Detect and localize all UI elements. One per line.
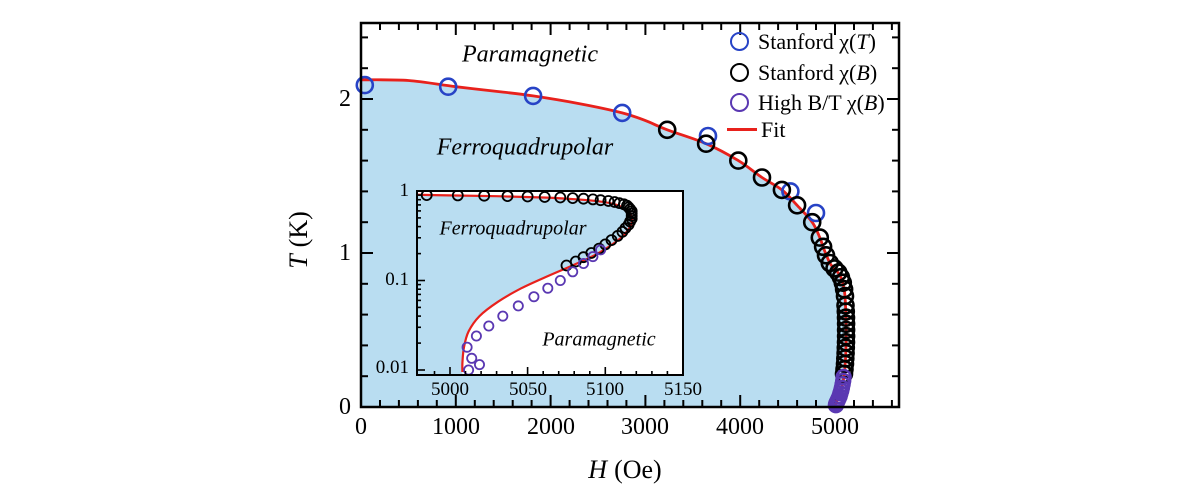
x-tick-label: 1000 xyxy=(432,414,480,440)
x-axis-unit: (Oe) xyxy=(614,455,662,484)
inset-y-tick-label: 0.1 xyxy=(385,269,409,290)
inset-x-tick-label: 5100 xyxy=(586,379,624,400)
legend-marker-circle xyxy=(730,93,749,112)
legend-label: Stanford χ(T) xyxy=(758,29,876,54)
inset-series-stanford-chi-B xyxy=(420,191,638,272)
inset-y-tick-label: 0.01 xyxy=(375,357,409,378)
inset-series-high-BT-chi-B xyxy=(461,244,607,375)
y-tick-label: 1 xyxy=(339,240,351,266)
inset-x-tick-label: 5150 xyxy=(664,379,702,400)
legend-label: Fit xyxy=(761,117,786,142)
y-axis-title: T (K) xyxy=(284,211,314,269)
y-axis-variable: T xyxy=(284,254,313,269)
x-axis-variable: H xyxy=(588,455,608,484)
x-tick-label: 4000 xyxy=(716,414,764,440)
legend-marker-circle xyxy=(730,32,749,51)
inset-y-tick-label: 1 xyxy=(399,180,410,201)
y-tick-label: 2 xyxy=(339,86,351,112)
y-tick-label: 0 xyxy=(339,394,351,420)
inset-ferroquadrupolar-label: Ferroquadrupolar xyxy=(439,217,587,240)
x-tick-label: 3000 xyxy=(621,414,669,440)
inset-x-tick-label: 5050 xyxy=(509,379,547,400)
series-stanford-chi-T xyxy=(355,75,826,223)
legend-label: Stanford χ(B) xyxy=(758,60,878,85)
x-tick-label: 2000 xyxy=(527,414,575,440)
paramagnetic-region-label: Paramagnetic xyxy=(462,41,598,68)
x-axis-title: H (Oe) xyxy=(588,455,661,485)
series-stanford-chi-B xyxy=(657,120,856,384)
inset-chart xyxy=(416,190,684,376)
x-tick-label: 5000 xyxy=(811,414,859,440)
inset-ferroquadrupolar-fill xyxy=(417,194,633,375)
ferroquadrupolar-region-label: Ferroquadrupolar xyxy=(436,134,614,161)
main-plot-frame xyxy=(359,21,901,409)
legend-marker-circle xyxy=(730,63,749,82)
inset-plot-frame xyxy=(416,190,684,376)
inset-x-tick-label: 5000 xyxy=(431,379,469,400)
inset-paramagnetic-label: Paramagnetic xyxy=(542,328,656,351)
legend-label: High B/T χ(B) xyxy=(758,90,885,115)
legend-fit-line xyxy=(727,128,757,131)
x-tick-label: 0 xyxy=(355,414,367,440)
y-axis-unit: (K) xyxy=(284,211,313,248)
